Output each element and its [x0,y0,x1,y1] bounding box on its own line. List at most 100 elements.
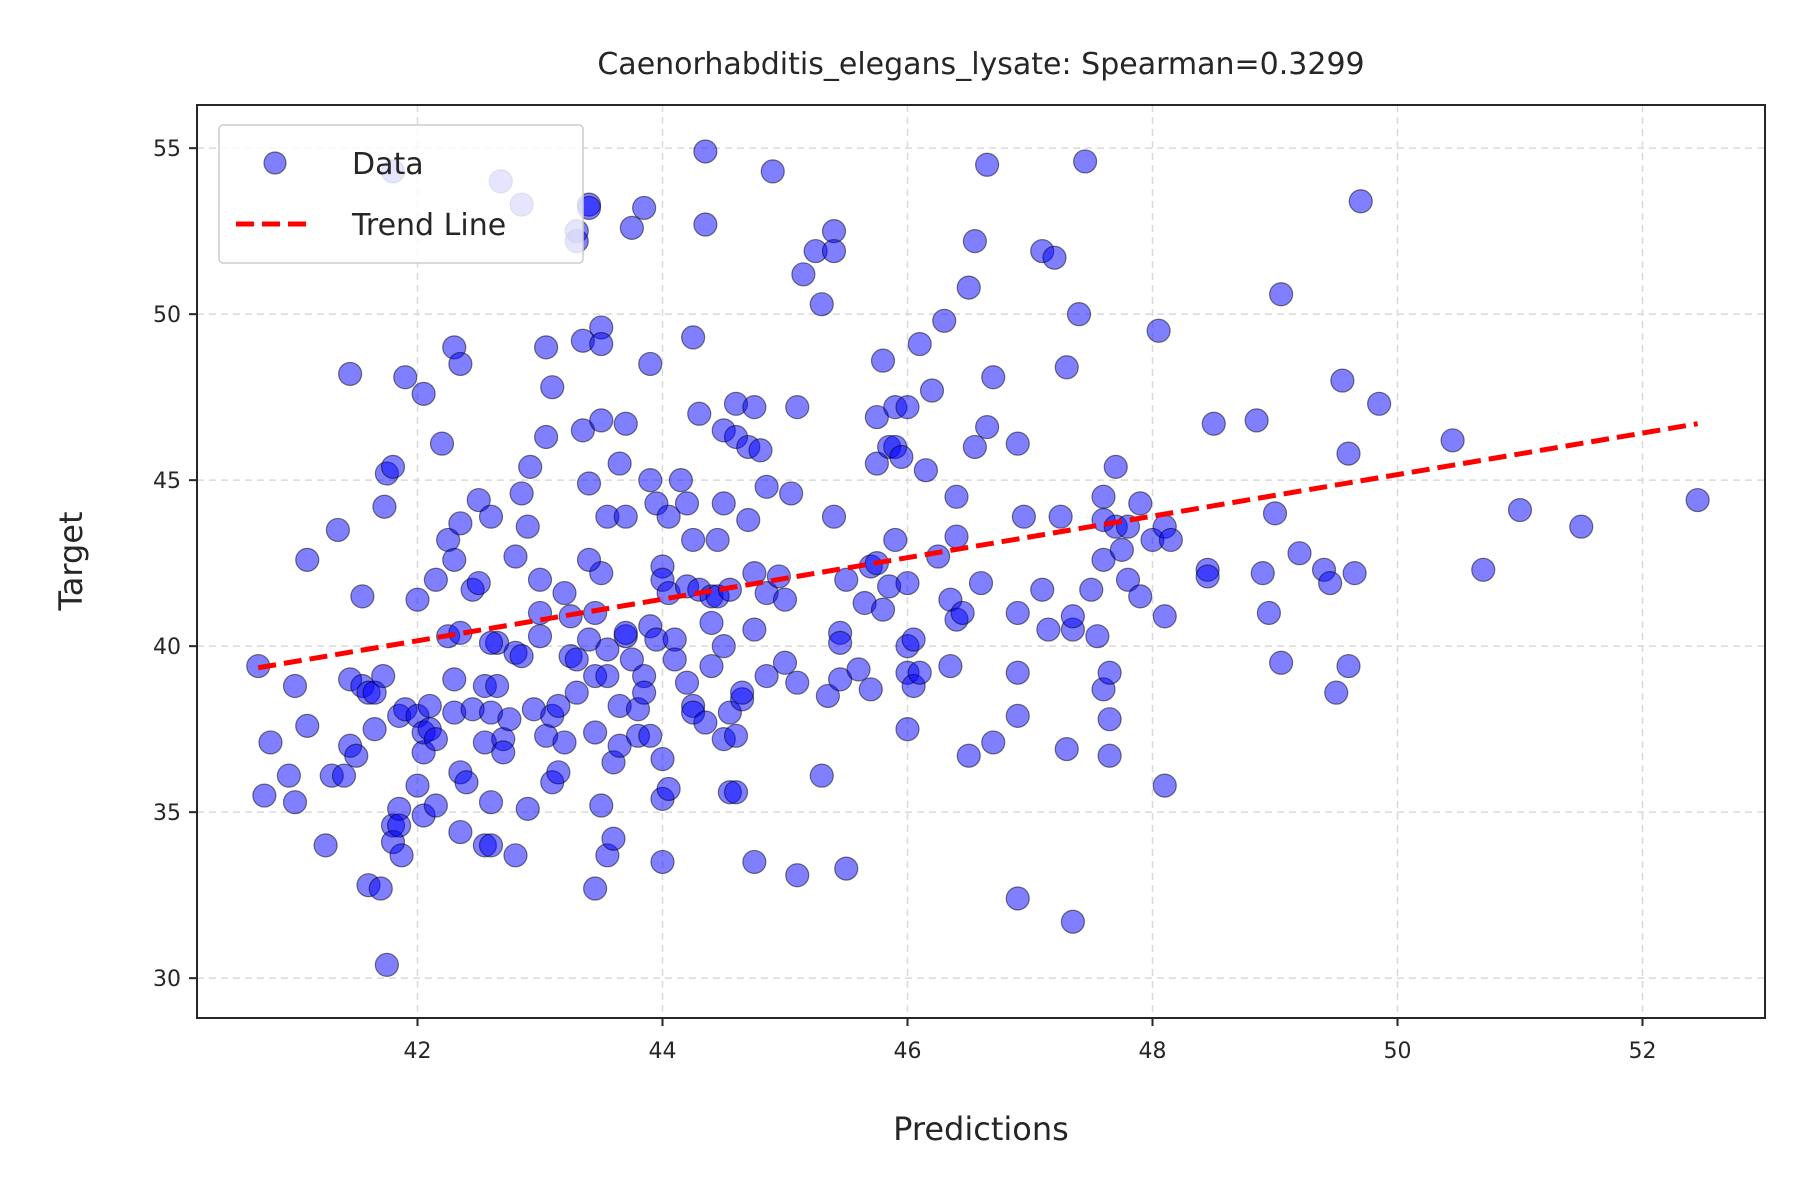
data-point [815,683,840,709]
y-axis-label: Target [52,512,90,612]
data-point [870,597,896,622]
legend-label-trend: Trend Line [351,208,506,243]
data-point [674,491,700,516]
y-tick-label: 55 [153,137,181,162]
data-point [362,717,387,742]
data-point [372,494,397,519]
data-point [1256,600,1281,626]
data-point [491,740,516,765]
data-point [913,458,938,483]
data-point [1115,567,1141,592]
data-point [858,677,883,702]
data-point [809,292,834,317]
data-point [656,504,681,529]
data-point [944,484,969,509]
data-point [546,693,571,719]
y-tick-label: 35 [153,801,181,826]
data-point [754,474,779,499]
data-point [907,660,932,685]
data-point [864,451,889,476]
data-point [423,567,448,592]
data-point [1048,504,1073,529]
data-point [1066,302,1092,327]
data-point [552,580,577,606]
data-point [907,331,932,357]
y-tick-label: 30 [153,967,181,992]
data-point [632,195,657,221]
data-point [681,325,706,350]
y-tick-label: 40 [153,635,181,660]
data-point [1085,624,1110,649]
data-point [919,378,945,403]
data-point [1042,245,1067,270]
data-point [503,544,528,569]
data-point [1128,584,1153,609]
data-point [423,727,448,752]
data-point [1091,547,1116,572]
data-point [834,856,859,881]
data-point [518,454,543,479]
data-point [1079,577,1104,602]
data-point [693,710,718,735]
data-point [791,262,816,287]
data-point [576,471,602,496]
data-point [448,351,473,377]
data-point [821,504,847,529]
data-point [276,763,301,788]
data-point [1440,428,1465,453]
data-point [295,547,320,572]
trend-line [257,421,1699,671]
data-point [1342,561,1367,586]
data-point [901,627,926,652]
data-point [613,411,638,436]
data-point [405,773,430,798]
data-point [1201,411,1226,436]
data-point [295,713,320,738]
data-point [1324,680,1349,705]
data-point [650,746,675,772]
data-point [1152,604,1177,629]
data-point [662,647,687,672]
x-tick-label: 46 [894,1039,922,1064]
data-point [668,468,693,493]
data-point [344,743,369,768]
data-point [411,381,436,406]
data-point [883,527,908,553]
data-point [638,723,663,748]
x-axis-label: Predictions [893,1110,1069,1148]
data-point [380,454,406,479]
data-point [1103,454,1128,479]
data-point [926,544,951,569]
data-point [552,730,577,755]
data-point [772,650,798,675]
data-point [607,733,632,758]
data-point [981,365,1006,390]
legend: Data Trend Line [218,124,584,264]
data-point [448,511,473,536]
data-point [252,783,277,808]
data-point [828,630,853,655]
data-point [828,667,853,692]
data-point [515,514,540,539]
data-point [1269,650,1294,675]
data-point [1287,541,1312,566]
data-point [1128,491,1153,516]
data-point [1146,318,1171,343]
data-point [693,212,718,237]
data-point [1054,736,1079,762]
data-point [1073,149,1098,174]
data-point [1005,600,1030,626]
data-point [944,524,969,549]
data-point [374,952,399,977]
data-point [1195,564,1220,589]
data-point [448,819,473,845]
data-point [564,647,589,672]
data-point [981,730,1006,755]
data-point [1158,527,1183,553]
data-point [895,570,920,596]
data-point [962,434,987,460]
data-point [515,796,540,821]
data-point [1097,660,1122,685]
data-point [442,547,467,572]
data-point [589,408,614,433]
